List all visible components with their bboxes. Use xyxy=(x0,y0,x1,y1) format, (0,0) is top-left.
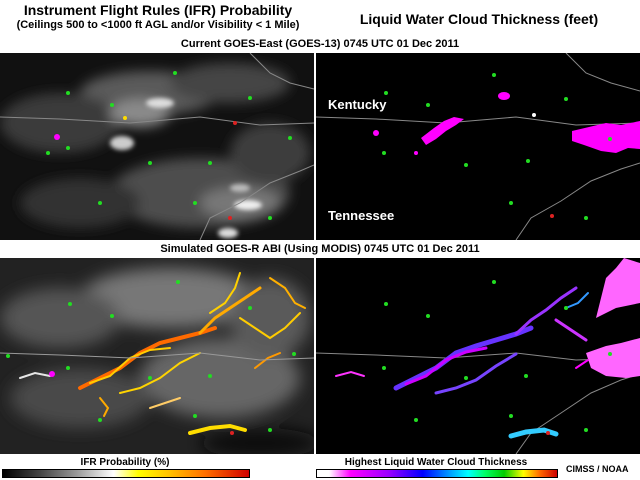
state-border-line xyxy=(0,352,314,361)
goesr-lwc-map xyxy=(316,258,640,454)
kentucky-label: Kentucky xyxy=(328,97,387,112)
goes13-ifr-map xyxy=(0,53,314,240)
state-border-line xyxy=(316,116,640,126)
ifr-probability-legend-label: IFR Probability (%) xyxy=(80,457,170,468)
current-goes-section-title: Current GOES-East (GOES-13) 0745 UTC 01 … xyxy=(180,38,460,50)
goesr-ifr-panel xyxy=(0,258,314,454)
station-markers xyxy=(382,73,612,220)
lwc-thickness-color-bar xyxy=(316,469,558,478)
tennessee-label: Tennessee xyxy=(328,208,395,223)
cloud-thickness-areas xyxy=(373,92,640,155)
goes13-ifr-panel xyxy=(0,53,314,240)
goesr-lwc-panel xyxy=(316,258,640,454)
state-border-line xyxy=(515,373,640,454)
station-markers xyxy=(382,280,612,435)
right-panel-title: Liquid Water Cloud Thickness (feet) xyxy=(359,11,599,27)
station-markers xyxy=(46,71,292,220)
ifr-probability-color-bar xyxy=(2,469,250,478)
simulated-goesr-section-title: Simulated GOES-R ABI (Using MODIS) 0745 … xyxy=(160,243,480,255)
goes13-lwc-panel: Kentucky Tennessee xyxy=(316,53,640,240)
thick-cloud-area xyxy=(586,338,640,378)
station-markers xyxy=(6,280,296,435)
thick-cloud-area xyxy=(596,258,640,318)
cloud-thickness-streaks xyxy=(335,286,589,439)
goes13-lwc-map xyxy=(316,53,640,240)
state-border-line xyxy=(316,352,640,361)
state-border-line xyxy=(0,116,314,126)
left-panel-title: Instrument Flight Rules (IFR) Probabilit… xyxy=(23,2,293,18)
credit-text: CIMSS / NOAA xyxy=(566,464,629,474)
left-panel-subtitle: (Ceilings 500 to <1000 ft AGL and/or Vis… xyxy=(16,19,300,31)
state-border-line xyxy=(199,164,314,240)
state-border-line xyxy=(515,162,640,240)
state-border-line xyxy=(249,53,314,90)
state-border-line xyxy=(565,53,640,92)
lwc-thickness-legend-label: Highest Liquid Water Cloud Thickness xyxy=(344,457,528,468)
ifr-probability-streaks xyxy=(19,272,306,435)
goesr-ifr-map xyxy=(0,258,314,454)
